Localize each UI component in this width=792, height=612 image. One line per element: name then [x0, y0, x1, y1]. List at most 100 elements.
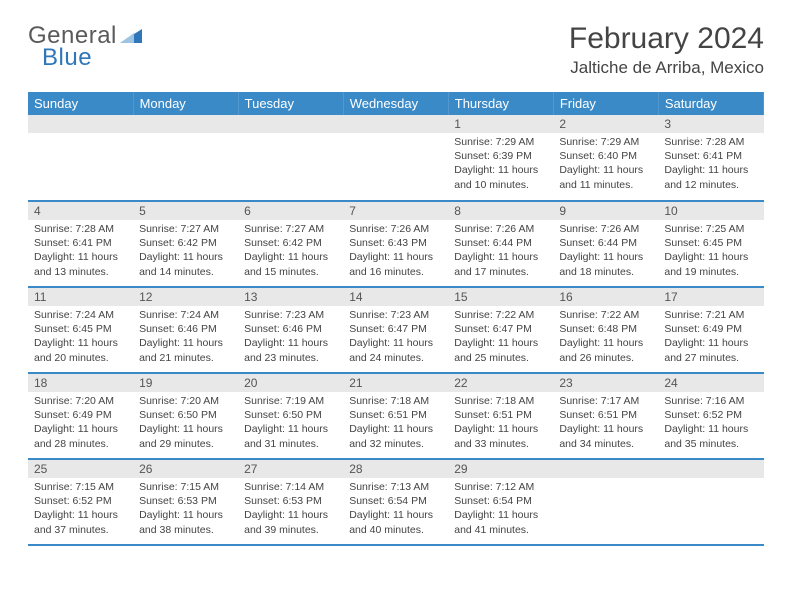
calendar-cell: 16Sunrise: 7:22 AMSunset: 6:48 PMDayligh…: [553, 287, 658, 373]
calendar-cell: 28Sunrise: 7:13 AMSunset: 6:54 PMDayligh…: [343, 459, 448, 545]
day-number: 27: [238, 460, 343, 478]
sunset-text: Sunset: 6:45 PM: [664, 236, 757, 250]
sunset-text: Sunset: 6:44 PM: [559, 236, 652, 250]
calendar-cell: 19Sunrise: 7:20 AMSunset: 6:50 PMDayligh…: [133, 373, 238, 459]
sunrise-text: Sunrise: 7:26 AM: [349, 222, 442, 236]
day-content: [658, 478, 763, 538]
sunrise-text: Sunrise: 7:15 AM: [34, 480, 127, 494]
logo-triangle-icon: [120, 22, 142, 50]
calendar-cell: 15Sunrise: 7:22 AMSunset: 6:47 PMDayligh…: [448, 287, 553, 373]
sunrise-text: Sunrise: 7:23 AM: [349, 308, 442, 322]
sunrise-text: Sunrise: 7:28 AM: [664, 135, 757, 149]
daylight-text: Daylight: 11 hours and 24 minutes.: [349, 336, 442, 364]
day-content: Sunrise: 7:20 AMSunset: 6:49 PMDaylight:…: [28, 392, 133, 457]
sunrise-text: Sunrise: 7:26 AM: [454, 222, 547, 236]
daylight-text: Daylight: 11 hours and 10 minutes.: [454, 163, 547, 191]
sunrise-text: Sunrise: 7:18 AM: [349, 394, 442, 408]
sunrise-text: Sunrise: 7:22 AM: [454, 308, 547, 322]
sunset-text: Sunset: 6:44 PM: [454, 236, 547, 250]
day-number: 17: [658, 288, 763, 306]
day-content: [28, 133, 133, 193]
calendar-cell: 13Sunrise: 7:23 AMSunset: 6:46 PMDayligh…: [238, 287, 343, 373]
sunrise-text: Sunrise: 7:22 AM: [559, 308, 652, 322]
calendar-cell: 25Sunrise: 7:15 AMSunset: 6:52 PMDayligh…: [28, 459, 133, 545]
sunrise-text: Sunrise: 7:18 AM: [454, 394, 547, 408]
sunset-text: Sunset: 6:41 PM: [664, 149, 757, 163]
sunset-text: Sunset: 6:43 PM: [349, 236, 442, 250]
daylight-text: Daylight: 11 hours and 19 minutes.: [664, 250, 757, 278]
sunset-text: Sunset: 6:46 PM: [139, 322, 232, 336]
day-number: 4: [28, 202, 133, 220]
day-content: Sunrise: 7:24 AMSunset: 6:46 PMDaylight:…: [133, 306, 238, 371]
sunset-text: Sunset: 6:40 PM: [559, 149, 652, 163]
calendar-cell: [133, 115, 238, 201]
calendar-cell: [238, 115, 343, 201]
sunset-text: Sunset: 6:50 PM: [244, 408, 337, 422]
sunset-text: Sunset: 6:53 PM: [244, 494, 337, 508]
sunrise-text: Sunrise: 7:28 AM: [34, 222, 127, 236]
calendar-cell: [343, 115, 448, 201]
day-content: [553, 478, 658, 538]
day-number: [343, 115, 448, 133]
calendar-cell: 8Sunrise: 7:26 AMSunset: 6:44 PMDaylight…: [448, 201, 553, 287]
daylight-text: Daylight: 11 hours and 38 minutes.: [139, 508, 232, 536]
daylight-text: Daylight: 11 hours and 29 minutes.: [139, 422, 232, 450]
day-number: 21: [343, 374, 448, 392]
calendar-cell: 18Sunrise: 7:20 AMSunset: 6:49 PMDayligh…: [28, 373, 133, 459]
day-number: 26: [133, 460, 238, 478]
daylight-text: Daylight: 11 hours and 26 minutes.: [559, 336, 652, 364]
day-number: 29: [448, 460, 553, 478]
sunset-text: Sunset: 6:47 PM: [454, 322, 547, 336]
daylight-text: Daylight: 11 hours and 37 minutes.: [34, 508, 127, 536]
sunset-text: Sunset: 6:54 PM: [454, 494, 547, 508]
page-header: General February 2024 Jaltiche de Arriba…: [28, 22, 764, 78]
sunrise-text: Sunrise: 7:19 AM: [244, 394, 337, 408]
sunset-text: Sunset: 6:49 PM: [34, 408, 127, 422]
day-number: 9: [553, 202, 658, 220]
day-content: Sunrise: 7:12 AMSunset: 6:54 PMDaylight:…: [448, 478, 553, 543]
sunset-text: Sunset: 6:49 PM: [664, 322, 757, 336]
day-content: Sunrise: 7:28 AMSunset: 6:41 PMDaylight:…: [658, 133, 763, 198]
daylight-text: Daylight: 11 hours and 15 minutes.: [244, 250, 337, 278]
sunset-text: Sunset: 6:48 PM: [559, 322, 652, 336]
day-number: 11: [28, 288, 133, 306]
day-content: Sunrise: 7:22 AMSunset: 6:47 PMDaylight:…: [448, 306, 553, 371]
day-header: Saturday: [658, 92, 763, 115]
daylight-text: Daylight: 11 hours and 39 minutes.: [244, 508, 337, 536]
day-header: Thursday: [448, 92, 553, 115]
daylight-text: Daylight: 11 hours and 34 minutes.: [559, 422, 652, 450]
day-content: [133, 133, 238, 193]
daylight-text: Daylight: 11 hours and 16 minutes.: [349, 250, 442, 278]
day-number: 12: [133, 288, 238, 306]
calendar-cell: 20Sunrise: 7:19 AMSunset: 6:50 PMDayligh…: [238, 373, 343, 459]
calendar-cell: 10Sunrise: 7:25 AMSunset: 6:45 PMDayligh…: [658, 201, 763, 287]
daylight-text: Daylight: 11 hours and 33 minutes.: [454, 422, 547, 450]
sunset-text: Sunset: 6:51 PM: [559, 408, 652, 422]
day-number: 3: [658, 115, 763, 133]
sunrise-text: Sunrise: 7:15 AM: [139, 480, 232, 494]
day-header: Tuesday: [238, 92, 343, 115]
day-content: Sunrise: 7:18 AMSunset: 6:51 PMDaylight:…: [343, 392, 448, 457]
day-content: Sunrise: 7:26 AMSunset: 6:44 PMDaylight:…: [448, 220, 553, 285]
sunrise-text: Sunrise: 7:14 AM: [244, 480, 337, 494]
calendar-cell: 12Sunrise: 7:24 AMSunset: 6:46 PMDayligh…: [133, 287, 238, 373]
day-content: Sunrise: 7:27 AMSunset: 6:42 PMDaylight:…: [238, 220, 343, 285]
daylight-text: Daylight: 11 hours and 17 minutes.: [454, 250, 547, 278]
sunrise-text: Sunrise: 7:21 AM: [664, 308, 757, 322]
calendar-cell: 4Sunrise: 7:28 AMSunset: 6:41 PMDaylight…: [28, 201, 133, 287]
sunset-text: Sunset: 6:51 PM: [454, 408, 547, 422]
sunset-text: Sunset: 6:45 PM: [34, 322, 127, 336]
sunrise-text: Sunrise: 7:12 AM: [454, 480, 547, 494]
day-content: Sunrise: 7:20 AMSunset: 6:50 PMDaylight:…: [133, 392, 238, 457]
calendar-cell: 2Sunrise: 7:29 AMSunset: 6:40 PMDaylight…: [553, 115, 658, 201]
logo-line2: Blue: [42, 44, 92, 72]
sunset-text: Sunset: 6:52 PM: [664, 408, 757, 422]
daylight-text: Daylight: 11 hours and 18 minutes.: [559, 250, 652, 278]
day-content: Sunrise: 7:24 AMSunset: 6:45 PMDaylight:…: [28, 306, 133, 371]
sunset-text: Sunset: 6:54 PM: [349, 494, 442, 508]
day-number: 28: [343, 460, 448, 478]
day-content: Sunrise: 7:19 AMSunset: 6:50 PMDaylight:…: [238, 392, 343, 457]
day-header: Wednesday: [343, 92, 448, 115]
day-number: 22: [448, 374, 553, 392]
daylight-text: Daylight: 11 hours and 14 minutes.: [139, 250, 232, 278]
